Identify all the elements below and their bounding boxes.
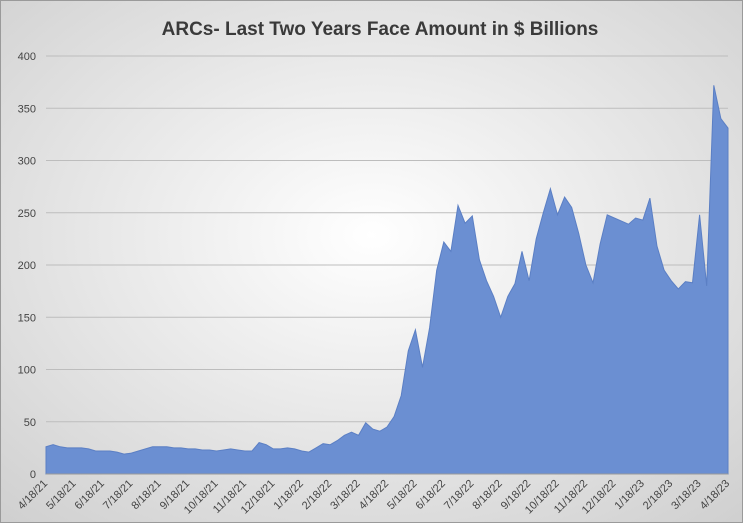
y-tick-label: 100 bbox=[18, 365, 36, 377]
y-tick-label: 350 bbox=[18, 103, 36, 115]
y-tick-label: 250 bbox=[18, 208, 36, 220]
y-tick-label: 400 bbox=[18, 51, 36, 63]
y-tick-label: 150 bbox=[18, 312, 36, 324]
chart-title: ARCs- Last Two Years Face Amount in $ Bi… bbox=[162, 19, 599, 40]
y-tick-label: 50 bbox=[24, 417, 36, 429]
y-tick-label: 200 bbox=[18, 260, 36, 272]
y-tick-label: 0 bbox=[30, 469, 36, 481]
area bbox=[45, 85, 729, 475]
y-tick-label: 300 bbox=[18, 156, 36, 168]
